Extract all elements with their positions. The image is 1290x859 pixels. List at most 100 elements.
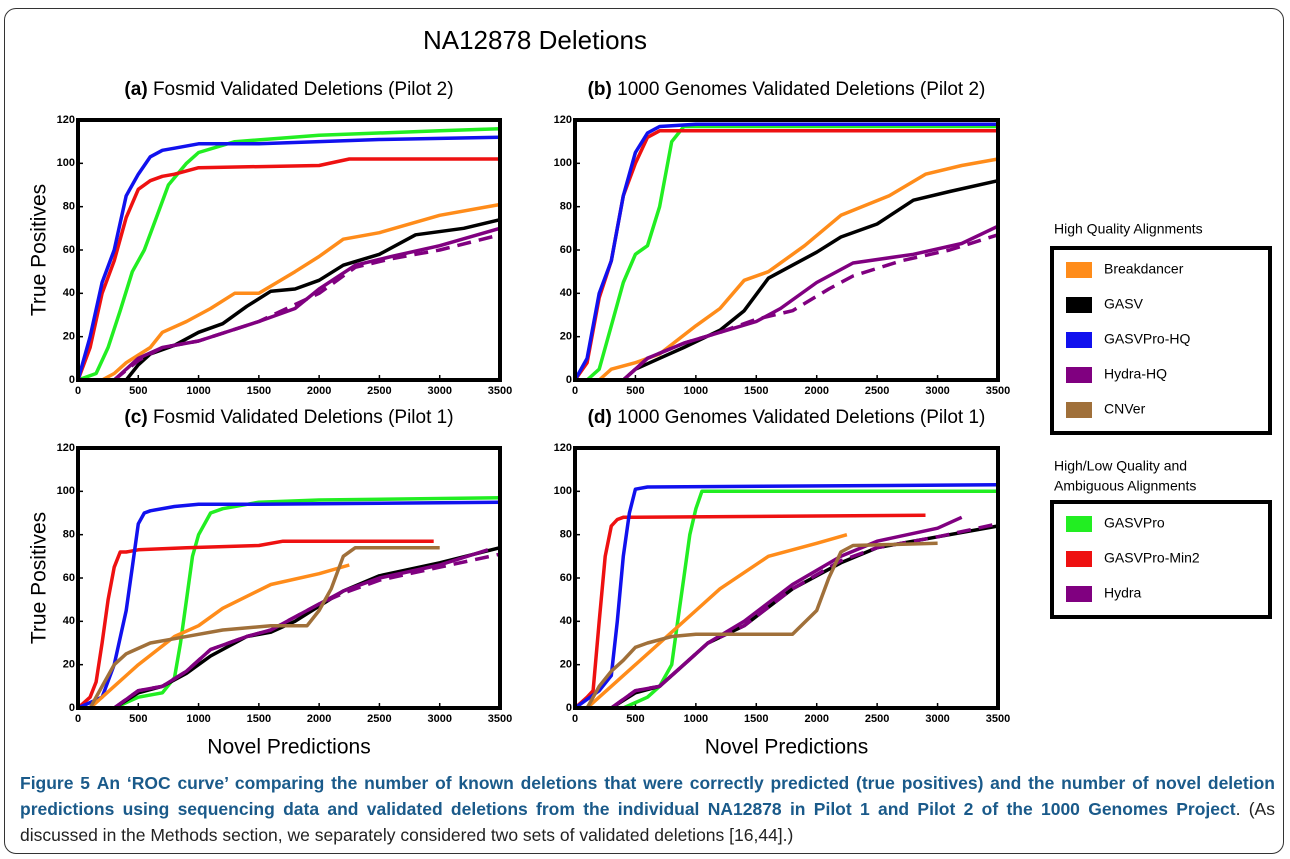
series-line bbox=[610, 524, 999, 710]
y-tick-label: 80 bbox=[560, 529, 572, 541]
series-line bbox=[76, 539, 434, 710]
x-tick-label: 2500 bbox=[865, 385, 889, 397]
x-tick-label: 3000 bbox=[427, 713, 451, 725]
legend-swatch bbox=[1066, 332, 1092, 348]
x-tick-label: 1000 bbox=[186, 385, 210, 397]
series-line bbox=[585, 541, 938, 709]
panel-title: 1000 Genomes Validated Deletions (Pilot … bbox=[617, 407, 985, 428]
y-axis-label: True Positives bbox=[28, 512, 51, 644]
series-line bbox=[77, 500, 501, 710]
series-line bbox=[573, 129, 998, 382]
series-line bbox=[622, 224, 999, 382]
x-tick-label: 1500 bbox=[247, 385, 271, 397]
x-tick-label: 3500 bbox=[488, 385, 512, 397]
y-tick-label: 40 bbox=[560, 615, 572, 627]
x-tick-label: 0 bbox=[75, 385, 81, 397]
x-tick-label: 2000 bbox=[804, 713, 828, 725]
x-tick-label: 0 bbox=[572, 385, 578, 397]
legend-label: Breakdancer bbox=[1104, 261, 1184, 277]
chart-title: (d) 1000 Genomes Validated Deletions (Pi… bbox=[588, 407, 986, 428]
y-tick-label: 100 bbox=[57, 157, 75, 169]
legend-label: Hydra-HQ bbox=[1104, 366, 1167, 382]
y-tick-label: 80 bbox=[63, 201, 75, 213]
panel-title: Fosmid Validated Deletions (Pilot 2) bbox=[153, 79, 454, 100]
x-tick-label: 500 bbox=[626, 385, 644, 397]
legend-swatch bbox=[1066, 367, 1092, 383]
legend-title: Ambiguous Alignments bbox=[1054, 478, 1196, 494]
x-tick-label: 3500 bbox=[986, 385, 1010, 397]
legend-swatch bbox=[1066, 297, 1092, 313]
y-tick-label: 120 bbox=[57, 442, 75, 454]
x-tick-label: 500 bbox=[129, 713, 147, 725]
panel-title: 1000 Genomes Validated Deletions (Pilot … bbox=[617, 79, 985, 100]
caption-label: Figure 5 bbox=[20, 773, 90, 793]
x-tick-label: 1500 bbox=[247, 713, 271, 725]
y-tick-label: 120 bbox=[57, 114, 75, 126]
y-tick-label: 0 bbox=[566, 702, 572, 714]
x-tick-label: 2000 bbox=[804, 385, 828, 397]
caption-bold: An ‘ROC curve’ comparing the number of k… bbox=[20, 773, 1275, 819]
legend-label: GASVPro bbox=[1104, 515, 1165, 531]
x-tick-label: 500 bbox=[129, 385, 147, 397]
plot-frame bbox=[573, 118, 1000, 382]
x-tick-label: 0 bbox=[572, 713, 578, 725]
series-line bbox=[88, 545, 440, 709]
series-line bbox=[76, 157, 500, 381]
series-line bbox=[77, 126, 501, 382]
x-tick-label: 2500 bbox=[367, 385, 391, 397]
x-tick-label: 2500 bbox=[865, 713, 889, 725]
chart-title: (b) 1000 Genomes Validated Deletions (Pi… bbox=[588, 79, 986, 100]
y-tick-label: 20 bbox=[560, 659, 572, 671]
legend-label: GASVPro-Min2 bbox=[1104, 550, 1200, 566]
charts: NA12878 Deletions (a) Fosmid Validated D… bbox=[28, 25, 1272, 759]
y-tick-label: 60 bbox=[560, 572, 572, 584]
legend-swatch bbox=[1066, 402, 1092, 418]
chart-title: (c) Fosmid Validated Deletions (Pilot 1) bbox=[124, 407, 453, 428]
plot-frame bbox=[76, 118, 502, 382]
y-tick-label: 40 bbox=[63, 287, 75, 299]
series-line bbox=[622, 178, 999, 382]
series-line bbox=[101, 202, 501, 382]
legend-title: High Quality Alignments bbox=[1054, 221, 1203, 237]
y-tick-label: 60 bbox=[63, 244, 75, 256]
series-line bbox=[622, 233, 999, 382]
x-tick-label: 1500 bbox=[744, 713, 768, 725]
legend-swatch bbox=[1066, 516, 1092, 532]
y-tick-label: 40 bbox=[63, 615, 75, 627]
x-tick-label: 3000 bbox=[925, 713, 949, 725]
series-line bbox=[76, 135, 501, 381]
x-tick-label: 0 bbox=[75, 713, 81, 725]
x-tick-label: 1000 bbox=[684, 385, 708, 397]
x-tick-label: 1000 bbox=[684, 713, 708, 725]
y-axis-label: True Positives bbox=[28, 184, 51, 316]
series-line bbox=[113, 546, 501, 710]
legend-swatch bbox=[1066, 262, 1092, 278]
legend-swatch bbox=[1066, 586, 1092, 602]
series-line bbox=[573, 122, 998, 381]
x-tick-label: 3500 bbox=[488, 713, 512, 725]
y-tick-label: 20 bbox=[63, 331, 75, 343]
y-tick-label: 20 bbox=[560, 331, 572, 343]
caption-text: . (As discussed in the Methods section, … bbox=[20, 799, 1275, 845]
x-axis-label: Novel Predictions bbox=[207, 736, 370, 759]
x-tick-label: 1000 bbox=[186, 713, 210, 725]
y-tick-label: 80 bbox=[560, 201, 572, 213]
y-tick-label: 0 bbox=[566, 374, 572, 386]
y-tick-label: 100 bbox=[57, 485, 75, 497]
figure-title: NA12878 Deletions bbox=[423, 25, 647, 55]
legend-box bbox=[1050, 500, 1272, 619]
x-tick-label: 2000 bbox=[307, 713, 331, 725]
chart-title: (a) Fosmid Validated Deletions (Pilot 2) bbox=[124, 79, 453, 100]
x-tick-label: 3500 bbox=[986, 713, 1010, 725]
x-tick-label: 1500 bbox=[744, 385, 768, 397]
legend-box bbox=[1050, 246, 1272, 435]
panel-label: (d) bbox=[588, 407, 612, 428]
legend-label: GASVPro-HQ bbox=[1104, 331, 1190, 347]
series-line bbox=[585, 124, 998, 382]
y-tick-label: 0 bbox=[69, 374, 75, 386]
series-line bbox=[113, 233, 501, 382]
series-line bbox=[88, 563, 350, 710]
y-tick-label: 0 bbox=[69, 702, 75, 714]
panel-label: (a) bbox=[124, 79, 147, 100]
